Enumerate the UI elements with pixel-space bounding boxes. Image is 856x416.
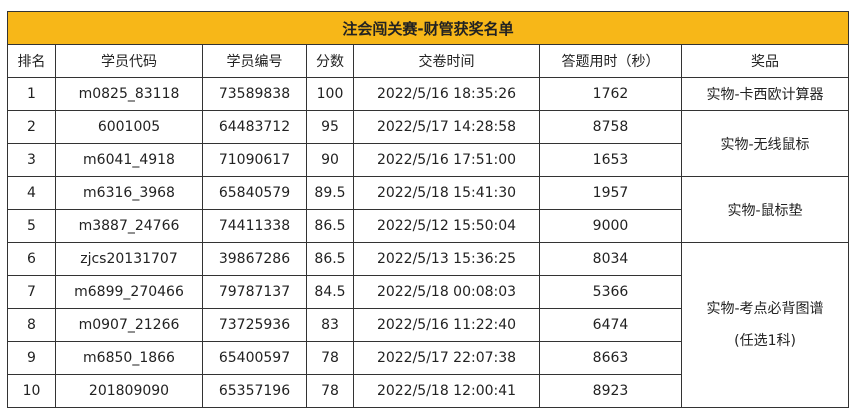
cell-rank: 10 xyxy=(7,374,56,408)
cell-student-id: 39867286 xyxy=(202,242,307,276)
table-row: 5 m3887_24766 74411338 86.5 2022/5/12 15:50:… xyxy=(7,209,849,243)
cell-duration: 8758 xyxy=(539,110,682,144)
cell-student-id: 64483712 xyxy=(202,110,307,144)
cell-submit-time: 2022/5/16 11:22:40 xyxy=(353,308,540,342)
cell-duration: 6474 xyxy=(539,308,682,342)
cell-prize: 实物-卡西欧计算器 xyxy=(680,77,850,111)
header-rank: 排名 xyxy=(7,44,56,78)
cell-submit-time: 2022/5/18 12:00:41 xyxy=(353,374,540,408)
cell-score: 83 xyxy=(306,308,354,342)
cell-score: 78 xyxy=(306,341,354,375)
cell-student-id: 65357196 xyxy=(202,374,307,408)
table-row: 3 m6041_4918 71090617 90 2022/5/16 17:51:00 1… xyxy=(7,143,849,177)
header-prize: 奖品 xyxy=(680,44,850,78)
cell-submit-time: 2022/5/16 18:35:26 xyxy=(353,77,540,111)
cell-rank: 1 xyxy=(7,77,56,111)
prize-label: 实物-无线鼠标 xyxy=(720,136,810,153)
cell-score: 100 xyxy=(306,77,354,111)
cell-rank: 7 xyxy=(7,275,56,309)
cell-score: 84.5 xyxy=(306,275,354,309)
table-row: 6 zjcs20131707 39867286 86.5 2022/5/13 15:36… xyxy=(7,242,850,408)
cell-rank: 6 xyxy=(7,242,56,276)
cell-duration: 1762 xyxy=(539,77,682,111)
cell-student-code: m6316_3968 xyxy=(55,176,203,210)
prize-label: 实物-考点必背图谱 xyxy=(706,301,824,317)
cell-score: 89.5 xyxy=(306,176,354,210)
cell-rank: 4 xyxy=(7,176,56,210)
table-row: 1 m0825_83118 73589838 100 2022/5/16 18:35:2… xyxy=(7,77,850,111)
cell-student-code: m6041_4918 xyxy=(55,143,203,177)
cell-submit-time: 2022/5/18 00:08:03 xyxy=(353,275,540,309)
table-row: 9 m6850_1866 65400597 78 2022/5/17 22:07:38 8… xyxy=(7,341,849,375)
cell-duration: 9000 xyxy=(539,209,682,243)
cell-submit-time: 2022/5/13 15:36:25 xyxy=(353,242,540,276)
cell-student-id: 73589838 xyxy=(202,77,307,111)
award-table: 注会闯关赛-财管获奖名单 排名 学员代码 学员编号 分数 交卷时间 答题用时（秒） 奖品 1… xyxy=(6,11,850,408)
cell-submit-time: 2022/5/17 14:28:58 xyxy=(353,110,540,144)
cell-rank: 3 xyxy=(7,143,56,177)
cell-student-id: 65840579 xyxy=(202,176,307,210)
cell-duration: 5366 xyxy=(539,275,682,309)
prize-note: (任选1科) xyxy=(734,333,796,349)
cell-student-code: m3887_24766 xyxy=(55,209,203,243)
cell-score: 86.5 xyxy=(306,209,354,243)
header-student-id: 学员编号 xyxy=(202,44,307,78)
cell-duration: 8034 xyxy=(539,242,682,276)
cell-student-id: 73725936 xyxy=(202,308,307,342)
cell-rank: 2 xyxy=(7,110,56,144)
cell-student-code: m0907_21266 xyxy=(55,308,203,342)
cell-student-id: 74411338 xyxy=(202,209,307,243)
cell-submit-time: 2022/5/12 15:50:04 xyxy=(353,209,540,243)
cell-duration: 8923 xyxy=(539,374,682,408)
cell-student-code: zjcs20131707 xyxy=(55,242,203,276)
cell-student-code: m6899_270466 xyxy=(55,275,203,309)
cell-rank: 5 xyxy=(7,209,56,243)
cell-submit-time: 2022/5/16 17:51:00 xyxy=(353,143,540,177)
cell-duration: 1653 xyxy=(539,143,682,177)
header-row: 排名 学员代码 学员编号 分数 交卷时间 答题用时（秒） 奖品 xyxy=(7,44,850,78)
cell-student-code: m6850_1866 xyxy=(55,341,203,375)
cell-score: 90 xyxy=(306,143,354,177)
cell-score: 95 xyxy=(306,110,354,144)
cell-prize: 实物-鼠标垫 xyxy=(680,176,850,243)
cell-rank: 8 xyxy=(7,308,56,342)
cell-submit-time: 2022/5/18 15:41:30 xyxy=(353,176,540,210)
table-title: 注会闯关赛-财管获奖名单 xyxy=(6,11,850,45)
table-row: 10 201809090 65357196 78 2022/5/18 12:00:41 8… xyxy=(7,374,849,408)
cell-student-id: 79787137 xyxy=(202,275,307,309)
cell-score: 86.5 xyxy=(306,242,354,276)
prize-label: 实物-鼠标垫 xyxy=(727,202,803,219)
title-row: 注会闯关赛-财管获奖名单 xyxy=(6,11,850,45)
header-duration: 答题用时（秒） xyxy=(539,44,682,78)
table-row: 7 m6899_270466 79787137 84.5 2022/5/18 00:08… xyxy=(7,275,849,309)
cell-student-id: 65400597 xyxy=(202,341,307,375)
cell-duration: 8663 xyxy=(539,341,682,375)
cell-student-code: 6001005 xyxy=(55,110,203,144)
cell-duration: 1957 xyxy=(539,176,682,210)
cell-student-code: 201809090 xyxy=(55,374,203,408)
header-score: 分数 xyxy=(306,44,354,78)
cell-rank: 9 xyxy=(7,341,56,375)
cell-submit-time: 2022/5/17 22:07:38 xyxy=(353,341,540,375)
cell-prize: 实物-无线鼠标 xyxy=(680,110,850,177)
cell-score: 78 xyxy=(306,374,354,408)
header-submit-time: 交卷时间 xyxy=(353,44,540,78)
table-row: 2 6001005 64483712 95 2022/5/17 14:28:58 8758… xyxy=(7,110,850,177)
header-student-code: 学员代码 xyxy=(55,44,203,78)
cell-student-id: 71090617 xyxy=(202,143,307,177)
table-row: 4 m6316_3968 65840579 89.5 2022/5/18 15:41:3… xyxy=(7,176,850,243)
table-row: 8 m0907_21266 73725936 83 2022/5/16 11:22:40… xyxy=(7,308,849,342)
cell-prize: 实物-考点必背图谱 (任选1科) xyxy=(680,242,850,408)
cell-student-code: m0825_83118 xyxy=(55,77,203,111)
prize-label: 实物-卡西欧计算器 xyxy=(706,87,824,103)
